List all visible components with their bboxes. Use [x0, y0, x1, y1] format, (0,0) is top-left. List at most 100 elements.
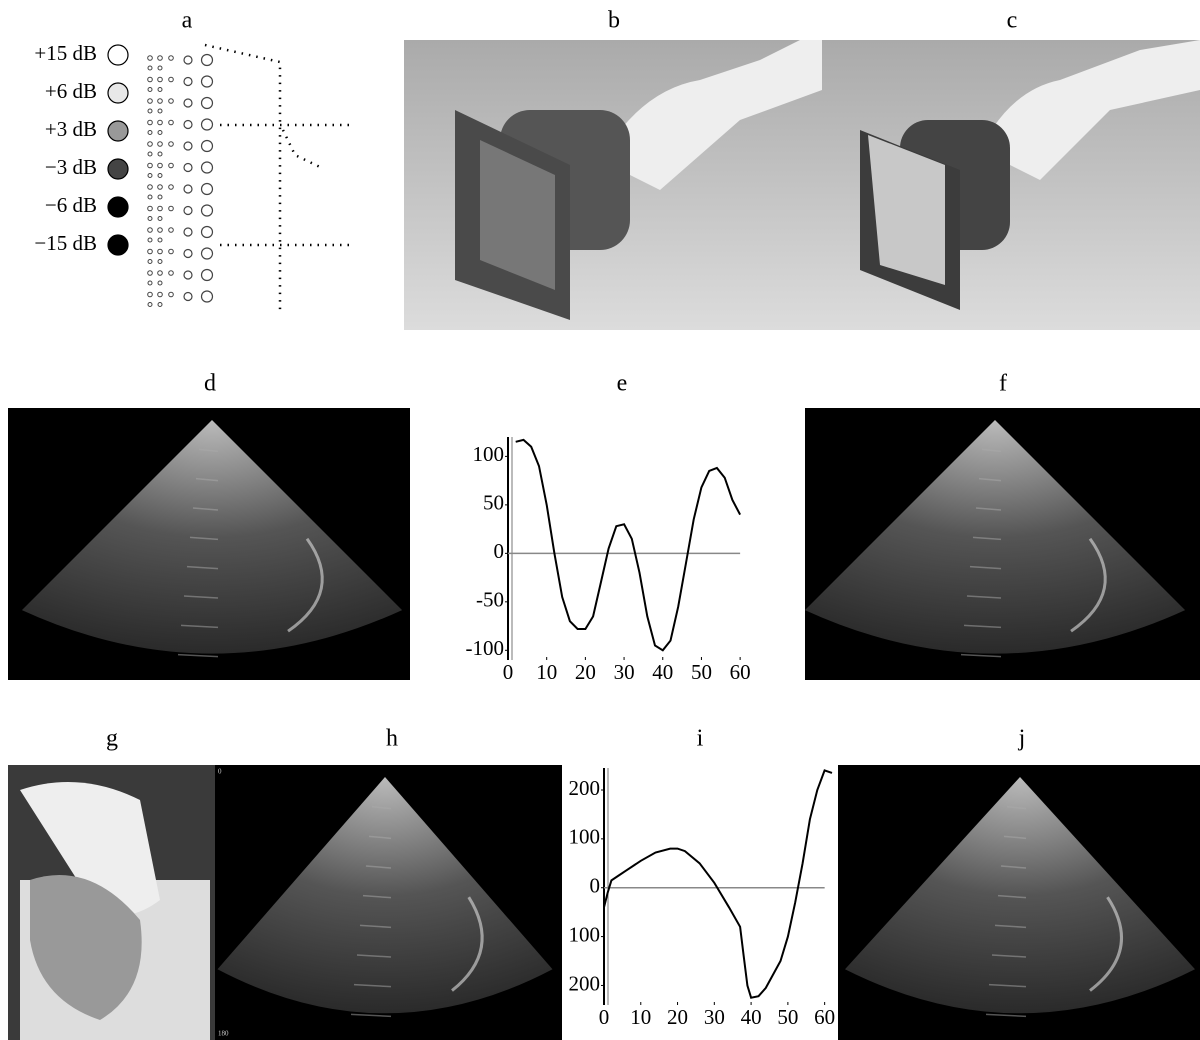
element [202, 270, 213, 281]
element [148, 131, 152, 135]
element [158, 217, 162, 221]
element [184, 164, 192, 172]
element [148, 281, 152, 285]
element [158, 88, 162, 92]
photo-g [8, 765, 215, 1040]
element [184, 250, 192, 258]
x-tick-label: 50 [777, 1005, 798, 1029]
element [148, 120, 153, 125]
element [148, 142, 153, 147]
x-tick-label: 50 [691, 660, 712, 684]
legend-swatch [108, 235, 128, 255]
element [148, 66, 152, 70]
element [202, 184, 213, 195]
figure: 0180abcdefghij+15 dB+6 dB+3 dB−3 dB−6 dB… [0, 0, 1200, 1040]
element [202, 55, 213, 66]
element [202, 76, 213, 87]
dotted-trace [283, 130, 322, 168]
element [158, 260, 162, 264]
element [148, 249, 153, 254]
panel-label: g [106, 726, 118, 752]
legend-label: −3 dB [45, 155, 97, 179]
element [148, 303, 152, 307]
scale-label: 180 [218, 1030, 229, 1038]
x-tick-label: 40 [652, 660, 673, 684]
element [169, 142, 174, 147]
photo-c [822, 40, 1200, 330]
y-tick-label: 100 [569, 825, 601, 849]
y-tick-label: 50 [483, 491, 504, 515]
element [148, 77, 153, 82]
legend-label: −6 dB [45, 193, 97, 217]
element [202, 205, 213, 216]
element [148, 152, 152, 156]
element [184, 293, 192, 301]
element [158, 228, 163, 233]
element [184, 56, 192, 64]
element [184, 185, 192, 193]
element [148, 238, 152, 242]
panel-label: b [608, 8, 620, 34]
element [158, 131, 162, 135]
x-tick-label: 60 [730, 660, 751, 684]
element [148, 99, 153, 104]
x-tick-label: 30 [614, 660, 635, 684]
y-tick-label: 100 [473, 442, 505, 466]
element [158, 271, 163, 276]
element [184, 99, 192, 107]
panel-label: j [1018, 726, 1026, 752]
panel-label: h [386, 726, 398, 752]
element [148, 185, 153, 190]
element [202, 291, 213, 302]
element [169, 185, 174, 190]
element [158, 77, 163, 82]
legend-swatch [108, 83, 128, 103]
x-tick-label: 60 [814, 1005, 835, 1029]
element [158, 142, 163, 147]
panel-label: d [204, 371, 216, 397]
element [148, 292, 153, 297]
element [148, 206, 153, 211]
element [158, 174, 162, 178]
element [158, 292, 163, 297]
legend-swatch [108, 45, 128, 65]
element [169, 56, 174, 61]
data-line [516, 440, 740, 650]
x-tick-label: 10 [536, 660, 557, 684]
x-tick-label: 20 [575, 660, 596, 684]
element [148, 217, 152, 221]
element [169, 249, 174, 254]
legend-label: −15 dB [34, 231, 97, 255]
element [158, 249, 163, 254]
x-tick-label: 30 [704, 1005, 725, 1029]
element [158, 281, 162, 285]
y-tick-label: 100 [569, 922, 601, 946]
element [202, 98, 213, 109]
x-tick-label: 40 [741, 1005, 762, 1029]
x-tick-label: 0 [503, 660, 514, 684]
element [158, 66, 162, 70]
element-pattern [148, 55, 213, 307]
element [184, 78, 192, 86]
photo-b [404, 40, 822, 330]
ultrasound-d [8, 408, 410, 680]
legend-swatch [108, 159, 128, 179]
element [158, 206, 163, 211]
element [158, 56, 163, 61]
element [169, 163, 174, 168]
element [202, 227, 213, 238]
element [169, 99, 174, 104]
panel-label: f [999, 371, 1007, 397]
y-tick-label: 200 [569, 776, 601, 800]
element [148, 260, 152, 264]
element [158, 303, 162, 307]
element [202, 248, 213, 259]
element [158, 152, 162, 156]
legend-label: +6 dB [45, 79, 97, 103]
dotted-trace [220, 125, 350, 245]
legend-swatch [108, 197, 128, 217]
y-tick-label: -50 [476, 588, 504, 612]
panel-label: i [697, 726, 704, 752]
element [169, 228, 174, 233]
